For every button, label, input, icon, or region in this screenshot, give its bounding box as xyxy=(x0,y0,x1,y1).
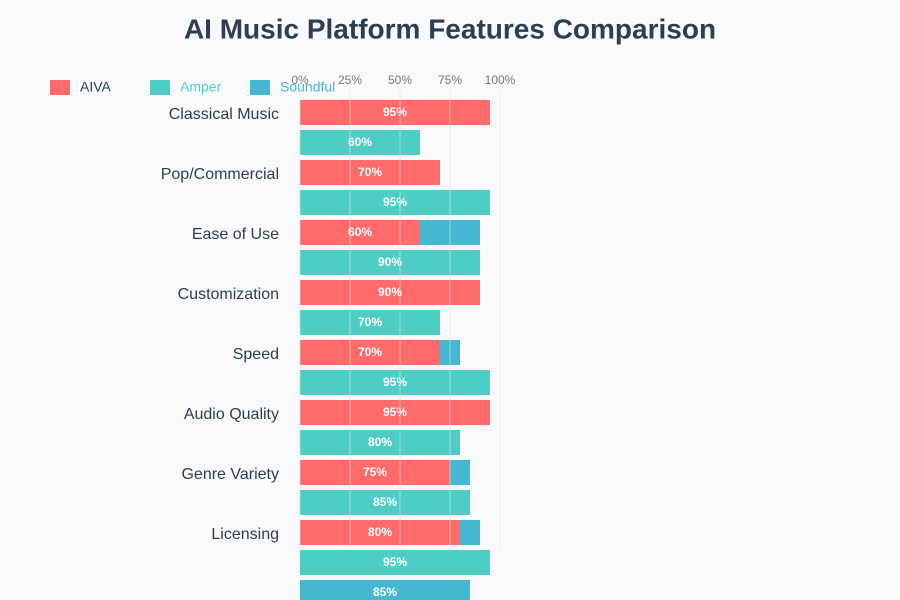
bar xyxy=(300,340,440,365)
y-tick-label: Speed xyxy=(233,346,279,363)
bar xyxy=(300,400,490,425)
y-tick-label: Pop/Commercial xyxy=(161,166,279,183)
value-label: 90% xyxy=(378,255,402,269)
bar xyxy=(300,190,490,215)
y-tick-label: Customization xyxy=(178,286,279,303)
y-tick-label: Licensing xyxy=(211,526,279,543)
x-tick-label: 0% xyxy=(291,73,309,87)
value-label: 70% xyxy=(358,165,382,179)
value-label: 90% xyxy=(378,285,402,299)
bar xyxy=(300,490,470,515)
value-label: 80% xyxy=(368,435,392,449)
bar xyxy=(300,160,440,185)
bar xyxy=(300,520,460,545)
legend-label: Soundful xyxy=(280,79,335,95)
value-label: 60% xyxy=(348,225,372,239)
bar xyxy=(300,580,470,600)
legend-swatch xyxy=(250,80,270,95)
x-tick-label: 50% xyxy=(388,73,412,87)
legend-swatch xyxy=(150,80,170,95)
value-label: 95% xyxy=(383,195,407,209)
bar xyxy=(300,430,460,455)
value-label: 70% xyxy=(358,345,382,359)
value-label: 95% xyxy=(383,375,407,389)
value-label: 75% xyxy=(363,465,387,479)
legend-label: Amper xyxy=(180,79,222,95)
value-label: 95% xyxy=(383,405,407,419)
y-tick-label: Audio Quality xyxy=(184,406,279,423)
value-label: 80% xyxy=(368,525,392,539)
value-label: 95% xyxy=(383,555,407,569)
y-tick-label: Classical Music xyxy=(169,106,279,123)
bar xyxy=(300,100,490,125)
chart-title: AI Music Platform Features Comparison xyxy=(184,13,716,44)
value-label: 85% xyxy=(373,585,397,599)
value-label: 60% xyxy=(348,135,372,149)
value-label: 85% xyxy=(373,495,397,509)
legend-swatch xyxy=(50,80,70,95)
x-tick-label: 100% xyxy=(485,73,516,87)
legend-label: AIVA xyxy=(80,79,112,95)
bar xyxy=(300,310,440,335)
x-tick-label: 25% xyxy=(338,73,362,87)
y-tick-label: Ease of Use xyxy=(192,226,279,243)
value-label: 70% xyxy=(358,315,382,329)
y-tick-label: Genre Variety xyxy=(181,466,279,483)
x-tick-label: 75% xyxy=(438,73,462,87)
bar xyxy=(300,550,490,575)
bar xyxy=(300,370,490,395)
bar xyxy=(300,460,450,485)
value-label: 95% xyxy=(383,105,407,119)
